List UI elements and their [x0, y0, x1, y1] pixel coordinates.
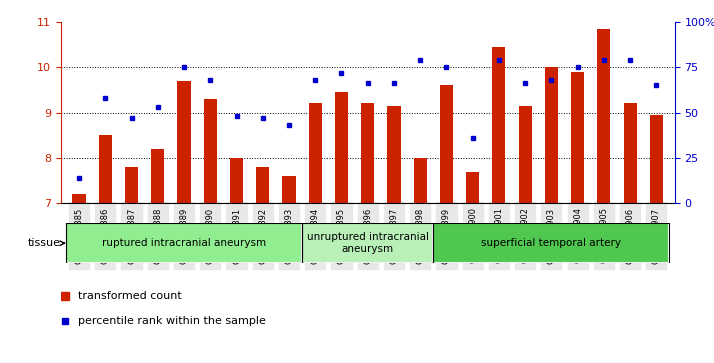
Bar [302, 223, 433, 263]
Bar [440, 85, 453, 203]
Bar [230, 158, 243, 203]
Bar [73, 194, 86, 203]
Bar [466, 171, 479, 203]
Bar [598, 29, 610, 203]
Bar [493, 47, 506, 203]
Bar [650, 115, 663, 203]
Bar [151, 149, 164, 203]
Bar [545, 67, 558, 203]
Text: transformed count: transformed count [78, 291, 181, 301]
Bar [66, 223, 302, 263]
Bar [518, 106, 532, 203]
Bar [413, 158, 427, 203]
Bar [308, 103, 322, 203]
Bar [125, 167, 138, 203]
Bar [203, 99, 217, 203]
Bar [571, 72, 584, 203]
Bar [99, 135, 112, 203]
Text: percentile rank within the sample: percentile rank within the sample [78, 316, 266, 326]
Bar [178, 81, 191, 203]
Text: ruptured intracranial aneurysm: ruptured intracranial aneurysm [102, 238, 266, 248]
Bar [256, 167, 269, 203]
Text: superficial temporal artery: superficial temporal artery [481, 238, 621, 248]
Text: unruptured intracranial
aneurysm: unruptured intracranial aneurysm [307, 232, 428, 254]
Bar [388, 106, 401, 203]
Text: tissue: tissue [27, 238, 64, 248]
Bar [283, 176, 296, 203]
Bar [623, 103, 637, 203]
Bar [433, 223, 670, 263]
Bar [335, 92, 348, 203]
Bar [361, 103, 374, 203]
